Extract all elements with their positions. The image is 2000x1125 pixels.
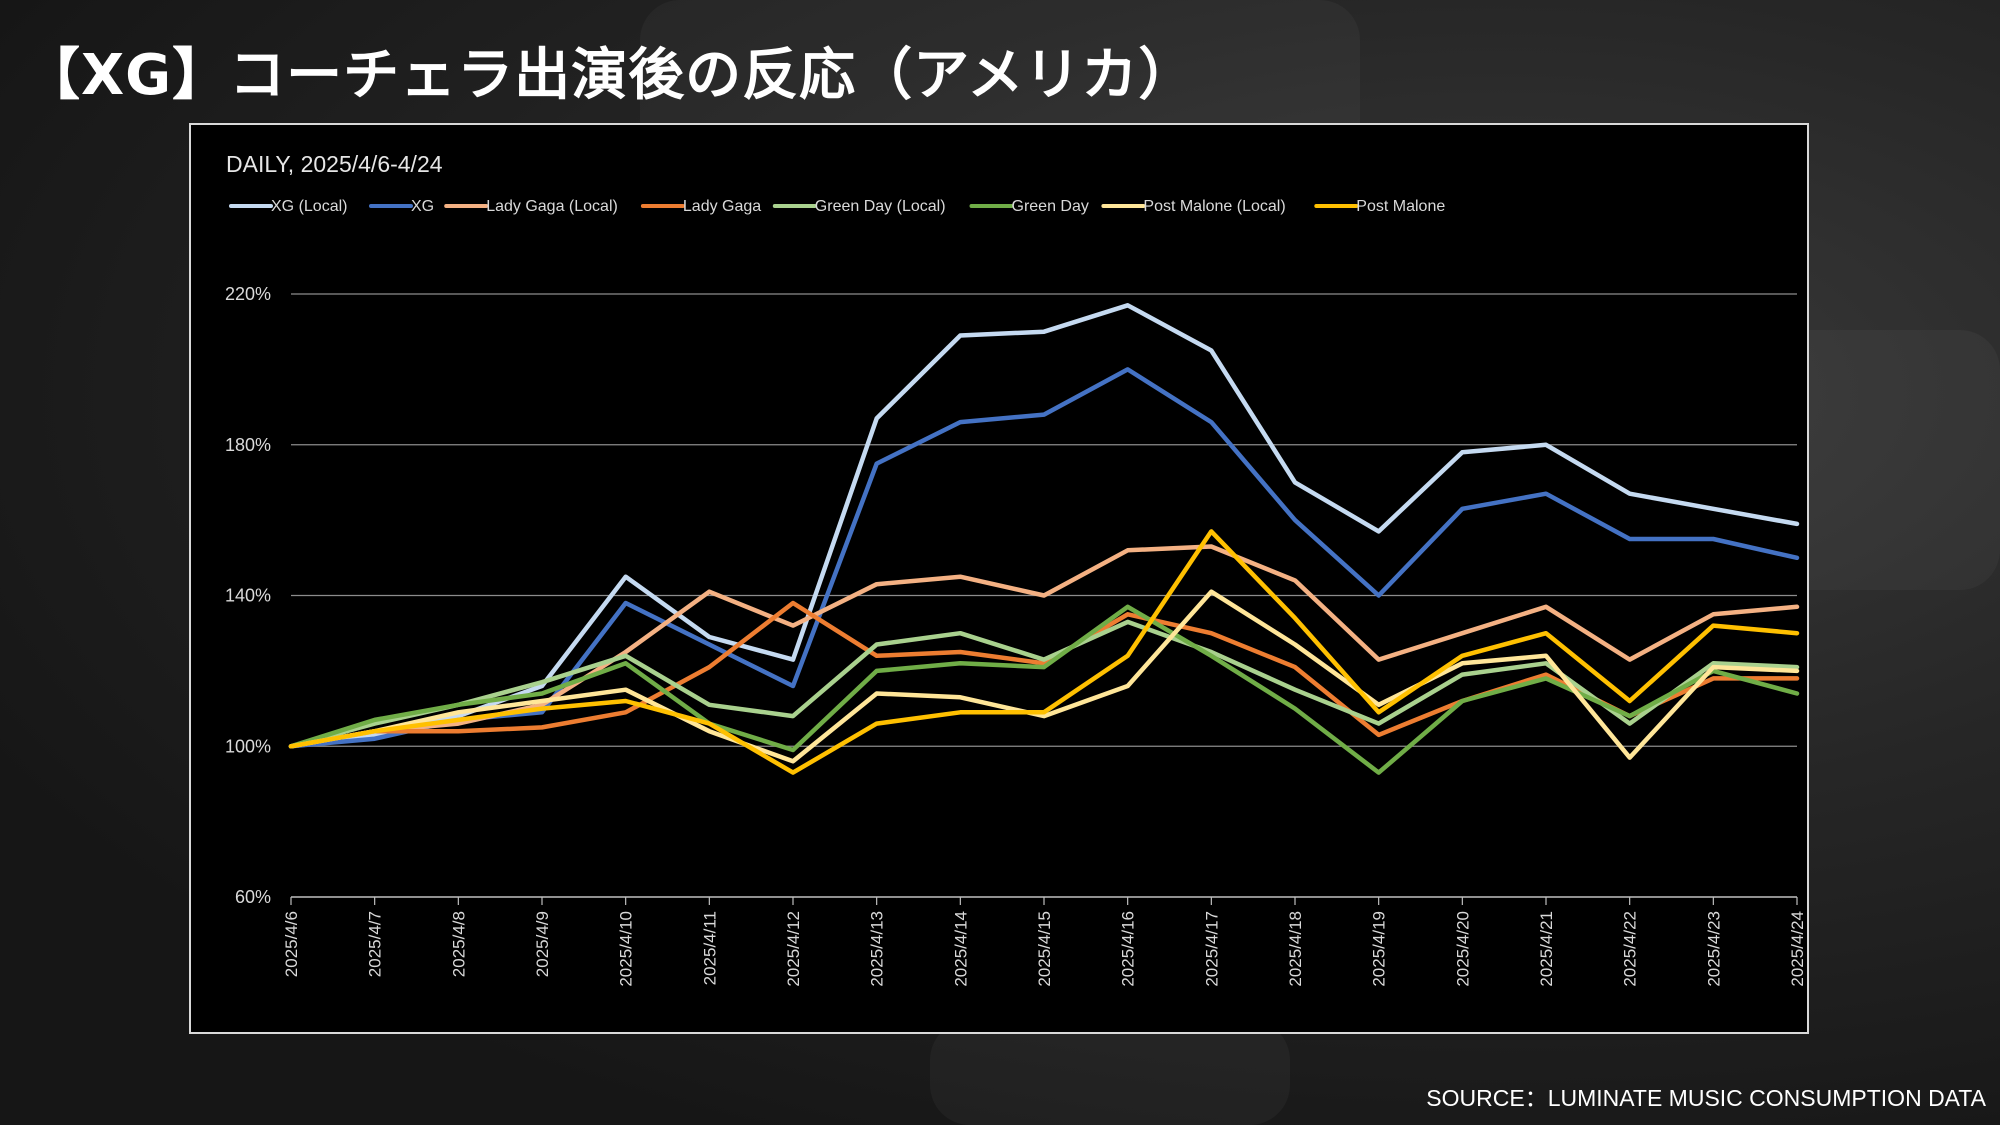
y-tick-label: 140%	[225, 586, 271, 606]
x-tick-label: 2025/4/21	[1537, 911, 1556, 987]
x-tick-label: 2025/4/15	[1035, 911, 1054, 987]
y-tick-label: 100%	[225, 736, 271, 756]
x-tick-label: 2025/4/14	[951, 911, 970, 987]
x-tick-label: 2025/4/11	[700, 911, 719, 985]
legend-label: XG (Local)	[271, 198, 347, 215]
series-line	[288, 589, 1800, 764]
x-tick-label: 2025/4/24	[1788, 911, 1807, 987]
series-line	[288, 529, 1800, 775]
x-tick-label: 2025/4/16	[1119, 911, 1138, 987]
x-tick-label: 2025/4/7	[366, 911, 385, 977]
x-tick-label: 2025/4/19	[1370, 911, 1389, 987]
y-tick-label: 180%	[225, 435, 271, 455]
x-tick-label: 2025/4/6	[282, 911, 301, 977]
x-tick-label: 2025/4/13	[868, 911, 887, 987]
legend-label: Green Day (Local)	[815, 198, 946, 215]
series-line	[288, 544, 1800, 749]
series-line	[288, 600, 1800, 749]
source-note: SOURCE：LUMINATE MUSIC CONSUMPTION DATA	[1426, 1085, 1986, 1111]
legend-label: Post Malone	[1356, 198, 1445, 215]
x-tick-label: 2025/4/8	[449, 911, 468, 977]
legend-label: Lady Gaga	[683, 198, 761, 215]
series-line	[288, 619, 1800, 749]
y-tick-label: 60%	[235, 887, 271, 907]
background-shape	[930, 1020, 1290, 1125]
series-line	[288, 604, 1800, 775]
x-tick-label: 2025/4/23	[1704, 911, 1723, 987]
x-tick-label: 2025/4/22	[1621, 911, 1640, 987]
x-tick-label: 2025/4/20	[1453, 911, 1472, 987]
legend-label: Post Malone (Local)	[1143, 198, 1285, 215]
slide-title: 【XG】コーチェラ出演後の反応（アメリカ）	[24, 43, 1196, 108]
x-tick-label: 2025/4/12	[784, 911, 803, 987]
x-tick-label: 2025/4/9	[533, 911, 552, 977]
x-tick-label: 2025/4/18	[1286, 911, 1305, 987]
legend-label: Lady Gaga (Local)	[486, 198, 618, 215]
legend-label: Green Day	[1012, 198, 1089, 215]
x-tick-label: 2025/4/10	[617, 911, 636, 987]
legend-label: XG	[411, 198, 434, 215]
series-line	[288, 303, 1800, 749]
y-tick-label: 220%	[225, 284, 271, 304]
line-chart: DAILY, 2025/4/6-4/24 XG (Local) XG Lady Gag…	[225, 151, 1807, 987]
chart-title: DAILY, 2025/4/6-4/24	[226, 151, 443, 177]
x-tick-label: 2025/4/17	[1202, 911, 1221, 987]
chart-panel: DAILY, 2025/4/6-4/24 XG (Local) XG Lady Gag…	[189, 123, 1809, 1034]
series-line	[288, 367, 1800, 749]
